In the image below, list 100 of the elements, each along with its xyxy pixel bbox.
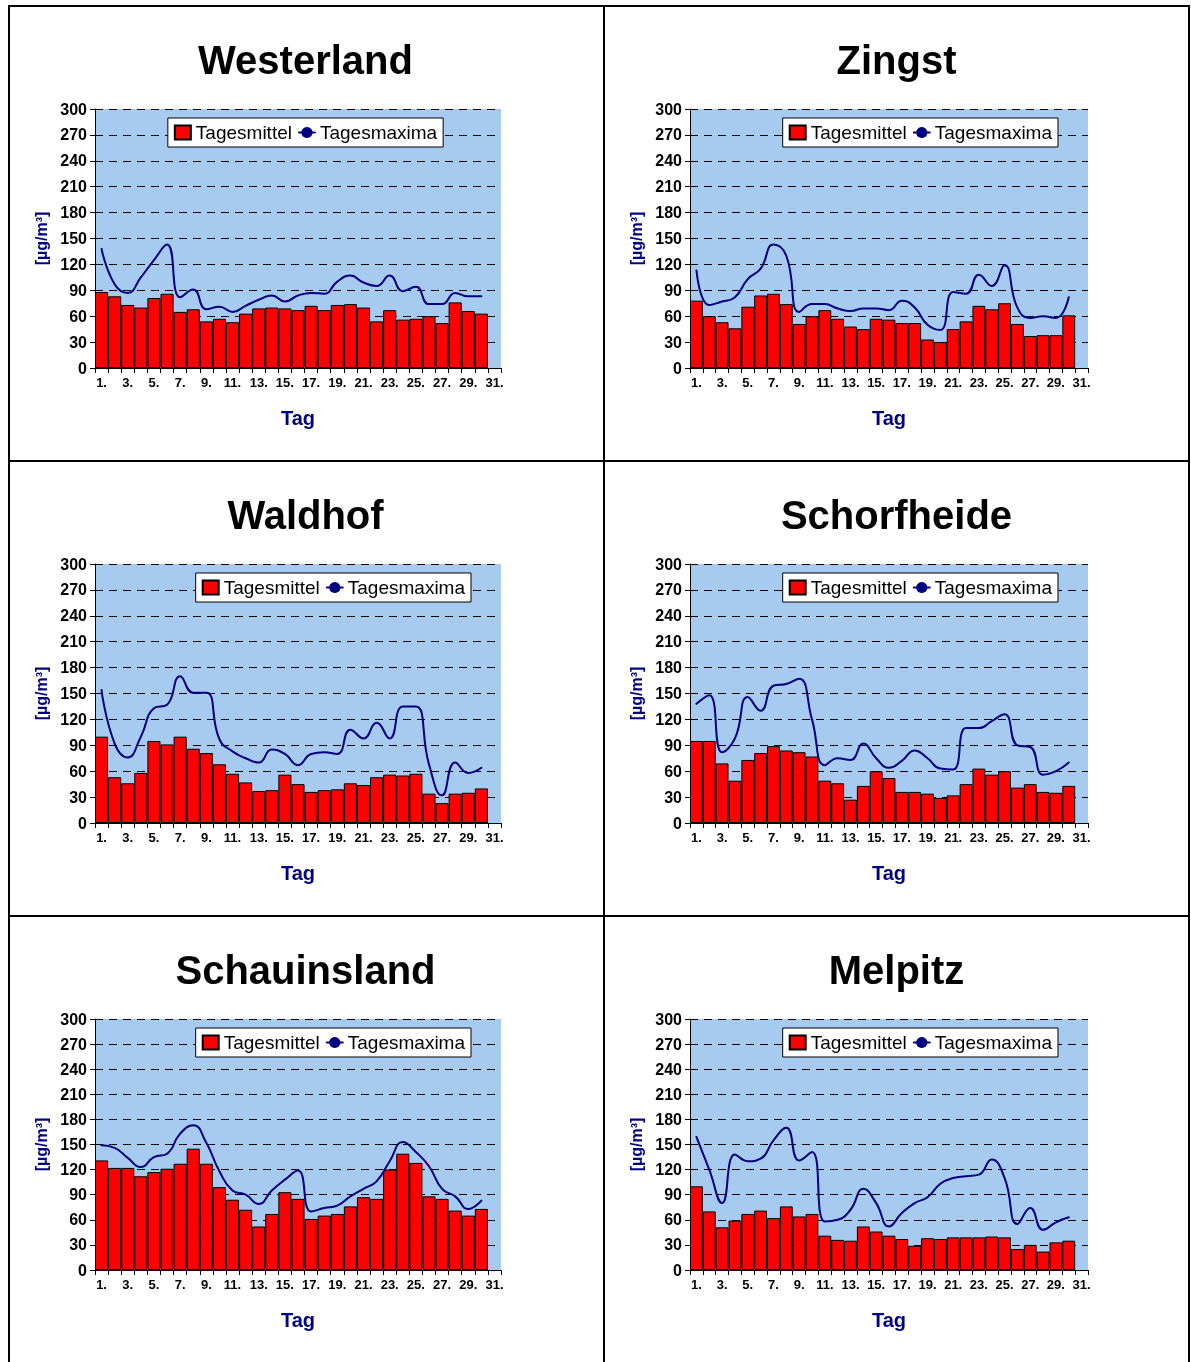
y-tick-label: 270 xyxy=(655,581,683,599)
x-tick-label: 27. xyxy=(1021,375,1040,390)
chart-title: Westerland xyxy=(198,38,413,82)
y-tick-label: 30 xyxy=(69,1236,88,1254)
x-tick-label: 31. xyxy=(485,830,504,845)
x-tick-label: 1. xyxy=(96,830,107,845)
x-tick-label: 11. xyxy=(223,375,242,390)
y-tick-label: 120 xyxy=(655,255,683,273)
y-tick-label: 210 xyxy=(60,1085,88,1103)
legend-label: Tagesmaxima xyxy=(934,577,1053,598)
y-tick-label: 90 xyxy=(69,281,88,299)
x-tick-label: 13. xyxy=(249,1277,268,1292)
y-tick-label: 180 xyxy=(655,1110,683,1128)
x-tick-label: 19. xyxy=(328,830,347,845)
y-tick-label: 90 xyxy=(69,736,88,754)
x-tick-label: 11. xyxy=(223,830,242,845)
legend-label: Tagesmaxima xyxy=(319,122,438,143)
y-tick-label: 120 xyxy=(655,710,683,728)
y-tick-label: 30 xyxy=(664,333,683,351)
x-tick-label: 3. xyxy=(122,375,134,390)
x-tick-label: 19. xyxy=(918,830,937,845)
line-series xyxy=(100,243,483,313)
y-tick-label: 120 xyxy=(60,710,88,728)
x-tick-label: 17. xyxy=(892,1277,911,1292)
x-tick-label: 27. xyxy=(433,1277,452,1292)
x-tick-label: 27. xyxy=(1021,1277,1040,1292)
y-tick-label: 270 xyxy=(60,1035,88,1053)
x-tick-label: 25. xyxy=(995,1277,1014,1292)
x-tick-label: 3. xyxy=(716,830,728,845)
x-tick-label: 15. xyxy=(275,375,294,390)
y-tick-label: 300 xyxy=(655,1010,683,1028)
x-tick-label: 27. xyxy=(1021,830,1040,845)
y-tick-label: 210 xyxy=(655,633,683,651)
y-tick-label: 120 xyxy=(655,1161,683,1179)
x-tick-label: 13. xyxy=(841,830,860,845)
x-tick-label: 17. xyxy=(892,375,911,390)
y-tick-label: 300 xyxy=(655,100,683,118)
x-tick-label: 27. xyxy=(433,375,452,390)
y-tick-label: 270 xyxy=(60,126,88,144)
y-tick-label: 180 xyxy=(655,204,683,222)
x-tick-label: 9. xyxy=(793,1277,805,1292)
y-tick-label: 240 xyxy=(655,1060,683,1078)
x-tick-label: 31. xyxy=(485,1277,504,1292)
x-axis-title: Tag xyxy=(280,1309,316,1331)
legend-label: Tagesmittel xyxy=(223,577,320,598)
x-tick-label: 15. xyxy=(867,1277,886,1292)
x-tick-label: 9. xyxy=(793,830,805,845)
x-tick-label: 9. xyxy=(200,830,212,845)
legend-label: Tagesmaxima xyxy=(934,122,1053,143)
y-axis-title: [µg/m³] xyxy=(627,666,645,721)
y-tick-label: 150 xyxy=(60,1136,88,1153)
x-tick-label: 1. xyxy=(691,830,702,845)
y-tick-label: 150 xyxy=(655,230,683,247)
y-axis-title: [µg/m³] xyxy=(32,666,50,721)
y-tick-label: 300 xyxy=(655,555,683,573)
x-tick-label: 21. xyxy=(354,1277,373,1292)
x-tick-label: 15. xyxy=(275,1277,294,1292)
chart-title: Melpitz xyxy=(828,948,965,992)
y-tick-label: 0 xyxy=(673,814,683,832)
y-axis-title: [µg/m³] xyxy=(32,1117,50,1172)
x-tick-label: 13. xyxy=(249,375,268,390)
y-tick-label: 300 xyxy=(60,1010,88,1028)
y-tick-label: 0 xyxy=(78,359,88,377)
x-tick-label: 5. xyxy=(742,830,754,845)
x-tick-label: 17. xyxy=(302,1277,321,1292)
y-tick-label: 210 xyxy=(60,178,88,196)
y-tick-label: 210 xyxy=(655,1085,683,1103)
x-axis-title: Tag xyxy=(871,407,907,429)
y-tick-label: 60 xyxy=(69,1211,88,1229)
y-tick-label: 180 xyxy=(60,659,88,677)
line-series xyxy=(100,675,483,797)
y-tick-label: 270 xyxy=(655,126,683,144)
chart-title: Schauinsland xyxy=(175,948,436,992)
x-tick-label: 1. xyxy=(691,1277,702,1292)
y-tick-label: 0 xyxy=(673,359,683,377)
x-tick-label: 7. xyxy=(174,375,186,390)
x-tick-label: 3. xyxy=(716,1277,728,1292)
chart-title: Waldhof xyxy=(227,493,385,537)
y-tick-label: 300 xyxy=(60,100,88,118)
y-tick-label: 180 xyxy=(60,204,88,222)
y-tick-label: 240 xyxy=(60,1060,88,1078)
y-axis-title: [µg/m³] xyxy=(627,1117,645,1172)
x-tick-label: 21. xyxy=(354,830,373,845)
y-axis-title: [µg/m³] xyxy=(627,211,645,266)
x-tick-label: 11. xyxy=(816,1277,834,1292)
y-tick-label: 30 xyxy=(664,788,683,806)
x-tick-label: 23. xyxy=(380,830,399,845)
x-tick-label: 5. xyxy=(742,1277,754,1292)
x-tick-label: 29. xyxy=(1046,830,1065,845)
y-tick-label: 240 xyxy=(60,607,88,625)
y-tick-label: 120 xyxy=(60,255,88,273)
x-tick-label: 25. xyxy=(406,375,425,390)
y-tick-label: 30 xyxy=(664,1236,683,1254)
x-tick-label: 15. xyxy=(867,830,886,845)
x-tick-label: 7. xyxy=(768,1277,779,1292)
x-tick-label: 19. xyxy=(918,1277,937,1292)
y-tick-label: 60 xyxy=(664,762,683,780)
x-tick-label: 9. xyxy=(793,375,805,390)
y-tick-label: 210 xyxy=(655,178,683,196)
x-tick-label: 23. xyxy=(969,375,988,390)
